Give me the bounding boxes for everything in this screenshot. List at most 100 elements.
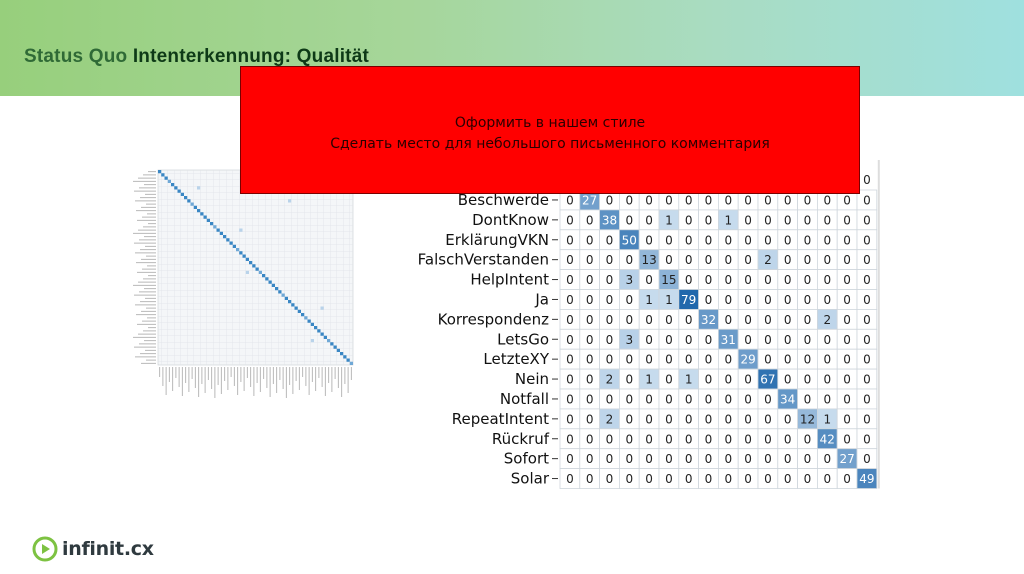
cell-value: 0 (645, 353, 653, 367)
cell-value: 0 (863, 193, 871, 207)
play-logo-icon (32, 536, 58, 562)
cell-value: 0 (566, 373, 574, 387)
cell-value: 0 (843, 293, 851, 307)
mini-diagonal-cell (164, 176, 168, 180)
cell-value: 13 (641, 253, 656, 267)
mini-diagonal-cell (171, 183, 175, 187)
mini-diagonal-cell (336, 348, 340, 352)
cell-value: 0 (586, 253, 594, 267)
cell-value: 2 (606, 412, 614, 426)
cell-value: 0 (645, 472, 653, 486)
cell-value: 0 (606, 452, 614, 466)
cell-value: 0 (744, 432, 752, 446)
cell-value: 0 (823, 273, 831, 287)
cell-value: 0 (705, 233, 713, 247)
cell-value: 0 (863, 333, 871, 347)
cell-value: 0 (823, 472, 831, 486)
cell-value: 0 (863, 452, 871, 466)
cell-value: 0 (705, 193, 713, 207)
cell-value: 0 (685, 213, 693, 227)
cell-value: 50 (622, 233, 637, 247)
cell-value: 0 (744, 412, 752, 426)
cell-value: 0 (566, 472, 574, 486)
cell-value: 12 (800, 412, 815, 426)
cell-value: 0 (645, 273, 653, 287)
full-confusion-matrix-thumbnail (133, 169, 354, 398)
cell-value: 0 (804, 193, 812, 207)
cell-value: 1 (685, 373, 693, 387)
mini-diagonal-cell (317, 329, 321, 333)
cell-value: 0 (843, 412, 851, 426)
cell-value: 0 (724, 233, 732, 247)
cell-value: 2 (823, 313, 831, 327)
cell-value: 32 (701, 313, 716, 327)
cell-value: 0 (843, 233, 851, 247)
cell-value: 15 (661, 273, 676, 287)
mini-diagonal-cell (284, 296, 288, 300)
cell-value: 0 (784, 313, 792, 327)
cell-value: 0 (586, 353, 594, 367)
cell-value: 0 (784, 233, 792, 247)
cell-value: 0 (606, 233, 614, 247)
cell-value: 0 (645, 313, 653, 327)
cell-value: 0 (586, 373, 594, 387)
cell-value: 0 (764, 472, 772, 486)
cell-value: 0 (804, 313, 812, 327)
cell-value: 0 (606, 293, 614, 307)
mini-diagonal-cell (278, 290, 282, 294)
cell-value: 0 (863, 273, 871, 287)
cell-value: 0 (705, 472, 713, 486)
cell-value: 0 (764, 353, 772, 367)
cell-value: 0 (823, 373, 831, 387)
cell-value: 0 (566, 253, 574, 267)
cell-value: 0 (804, 293, 812, 307)
mini-diagonal-cell (193, 205, 197, 209)
cell-value: 0 (843, 392, 851, 406)
cell-value: 0 (685, 452, 693, 466)
cell-value: 0 (823, 353, 831, 367)
mini-offdiagonal-cell (320, 306, 324, 310)
cell-value: 0 (606, 333, 614, 347)
row-label: FalschVerstanden (418, 251, 549, 269)
cell-value: 0 (685, 412, 693, 426)
cell-value: 0 (823, 233, 831, 247)
mini-diagonal-cell (177, 189, 181, 193)
cell-value: 0 (566, 333, 574, 347)
cell-value: 38 (602, 213, 617, 227)
cell-value: 0 (625, 412, 633, 426)
cell-value: 0 (586, 392, 594, 406)
cell-value: 0 (804, 233, 812, 247)
cell-value: 0 (724, 193, 732, 207)
mini-diagonal-cell (340, 352, 344, 356)
cell-value: 0 (705, 293, 713, 307)
cell-value: 0 (804, 353, 812, 367)
cell-value: 0 (784, 273, 792, 287)
mini-diagonal-cell (288, 300, 292, 304)
cell-value: 29 (740, 353, 755, 367)
mini-diagonal-cell (346, 358, 350, 362)
cell-value: 3 (625, 273, 633, 287)
cell-value: 0 (625, 253, 633, 267)
cell-value: 0 (665, 392, 673, 406)
cell-value: 0 (804, 333, 812, 347)
cell-value: 0 (685, 193, 693, 207)
cell-value: 0 (843, 273, 851, 287)
cell-value: 0 (724, 472, 732, 486)
cell-value: 0 (685, 333, 693, 347)
row-label: Rückruf (492, 430, 550, 448)
cell-value: 0 (705, 412, 713, 426)
mini-diagonal-cell (255, 267, 259, 271)
mini-diagonal-cell (232, 244, 236, 248)
cell-value: 0 (625, 452, 633, 466)
cell-value: 0 (625, 432, 633, 446)
mini-diagonal-cell (262, 274, 266, 278)
cell-value: 0 (744, 472, 752, 486)
mini-diagonal-cell (258, 270, 262, 274)
cell-value: 0 (685, 273, 693, 287)
cell-value: 0 (586, 452, 594, 466)
cell-value: 0 (843, 432, 851, 446)
mini-diagonal-cell (190, 202, 194, 206)
cell-value: 0 (625, 213, 633, 227)
cell-value: 27 (839, 452, 854, 466)
row-label: Nein (515, 370, 549, 388)
